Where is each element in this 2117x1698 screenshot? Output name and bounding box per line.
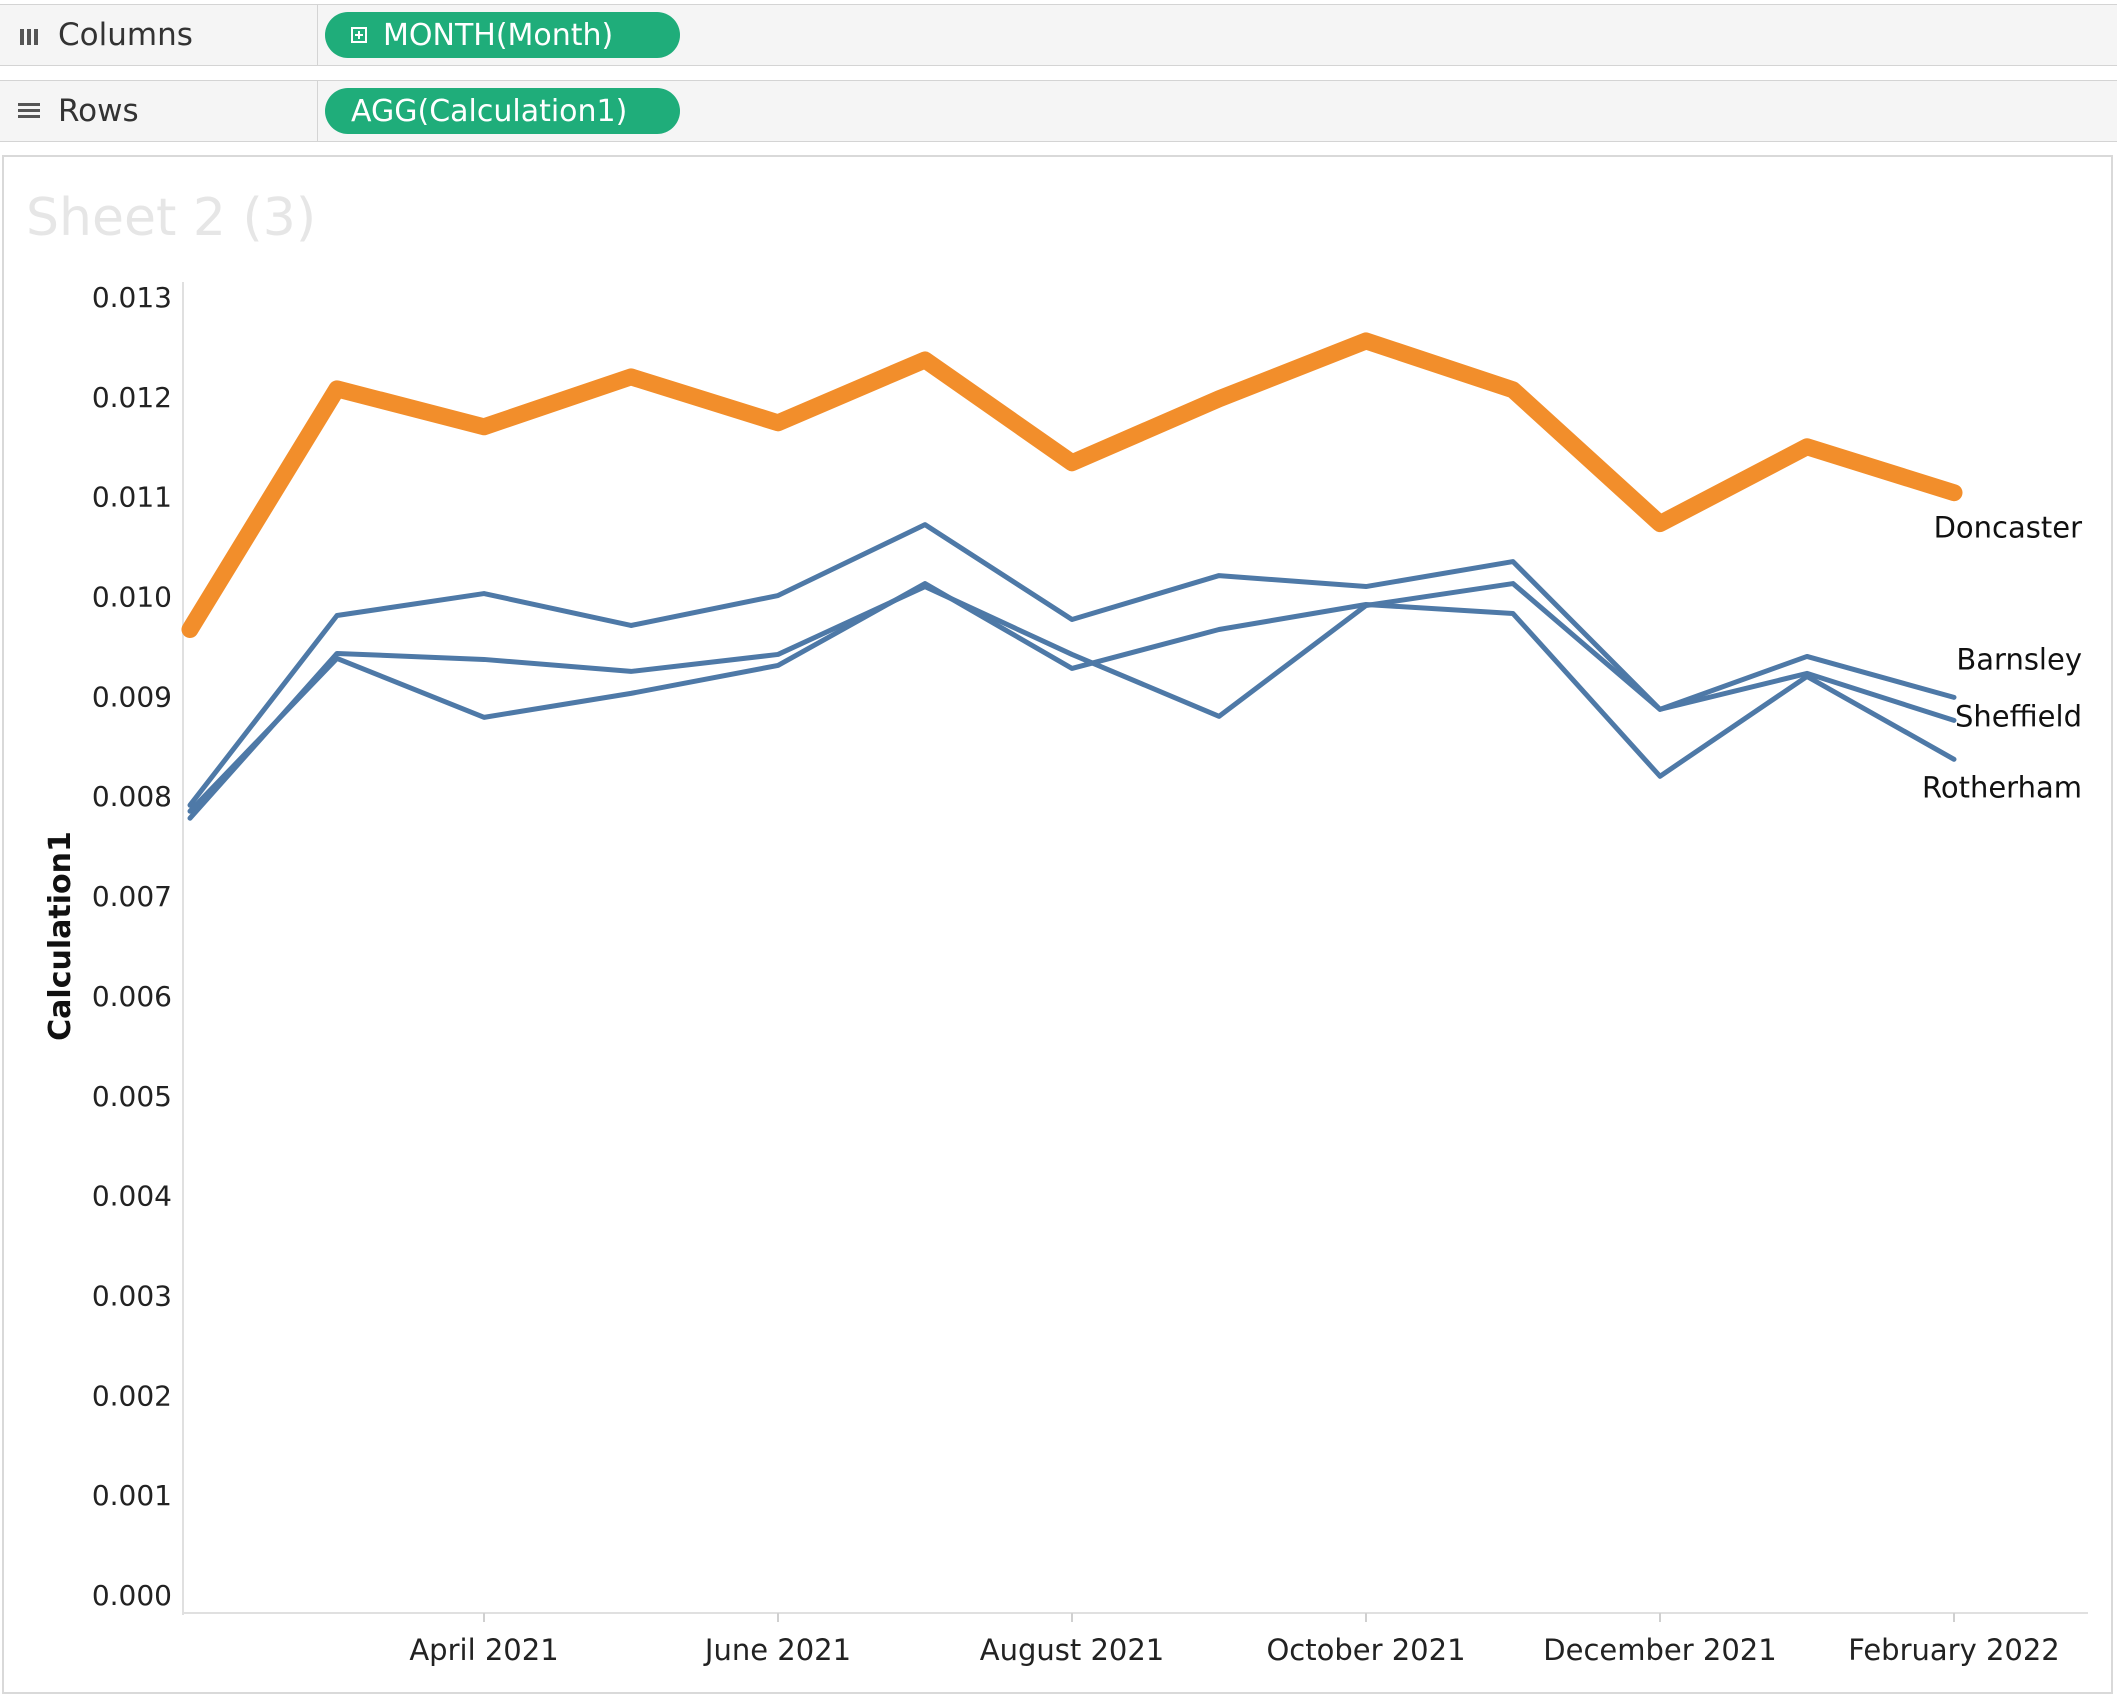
y-tick-label: 0.008 — [92, 780, 172, 813]
series-line-rotherham — [187, 581, 1957, 814]
series-label-layer: Doncaster Barnsley Sheffield Rotherham — [1922, 511, 2082, 805]
columns-shelf: Columns MONTH(Month) — [0, 4, 2117, 66]
rows-shelf-icon — [18, 99, 42, 123]
y-tick-label: 0.002 — [92, 1379, 172, 1412]
columns-shelf-header: Columns — [0, 5, 318, 65]
x-tick-label: June 2021 — [703, 1633, 851, 1667]
y-tick-label: 0.010 — [92, 581, 172, 614]
y-tick-label: 0.011 — [92, 481, 172, 514]
series-label-doncaster: Doncaster — [1934, 511, 2082, 545]
x-tick-label: April 2021 — [409, 1633, 558, 1667]
y-tick-label: 0.006 — [92, 980, 172, 1013]
y-axis-title: Calculation1 — [43, 831, 78, 1041]
columns-shelf-icon — [18, 23, 42, 47]
x-tick-label: August 2021 — [980, 1633, 1165, 1667]
y-tick-label: 0.001 — [92, 1479, 172, 1512]
y-tick-label: 0.003 — [92, 1279, 172, 1312]
series-layer — [181, 332, 1963, 821]
y-tick-label: 0.005 — [92, 1080, 172, 1113]
month-pill[interactable]: MONTH(Month) — [325, 12, 680, 58]
expand-plus-icon[interactable] — [351, 27, 367, 43]
y-tick-label: 0.012 — [92, 381, 172, 414]
chart-axes: 0.000 0.001 0.002 0.003 0.004 0.005 0.006 0.007… — [43, 281, 2088, 1667]
month-pill-label: MONTH(Month) — [383, 17, 614, 53]
series-label-sheffield: Sheffield — [1955, 699, 2082, 733]
columns-shelf-label: Columns — [58, 17, 193, 53]
series-line-doncaster — [181, 332, 1963, 638]
x-tick-label: October 2021 — [1266, 1633, 1465, 1667]
sheet-view — [2, 155, 2113, 1694]
series-line-sheffield — [187, 581, 1957, 821]
x-tick-label: February 2022 — [1848, 1633, 2060, 1667]
series-label-rotherham: Rotherham — [1922, 770, 2082, 804]
rows-shelf-label: Rows — [58, 93, 139, 129]
calculation-pill-label: AGG(Calculation1) — [351, 93, 628, 129]
y-tick-label: 0.013 — [92, 281, 172, 314]
y-tick-label: 0.000 — [92, 1579, 172, 1612]
x-tick-label: December 2021 — [1543, 1633, 1776, 1667]
y-tick-label: 0.004 — [92, 1180, 172, 1213]
rows-shelf-header: Rows — [0, 81, 318, 141]
calculation-pill[interactable]: AGG(Calculation1) — [325, 88, 680, 134]
y-tick-label: 0.007 — [92, 880, 172, 913]
rows-shelf: Rows AGG(Calculation1) — [0, 80, 2117, 142]
series-line-barnsley — [187, 522, 1957, 808]
y-tick-label: 0.009 — [92, 680, 172, 713]
series-label-barnsley: Barnsley — [1956, 642, 2082, 676]
sheet-title: Sheet 2 (3) — [26, 188, 317, 248]
